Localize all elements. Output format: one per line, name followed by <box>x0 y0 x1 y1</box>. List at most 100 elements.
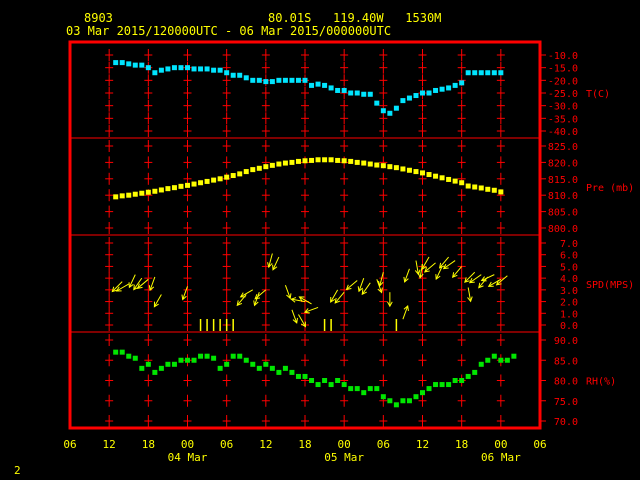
y-tick-label: -20.0 <box>548 76 578 87</box>
wind-arrow-head <box>464 277 470 283</box>
y-tick-label: 820.0 <box>548 158 578 169</box>
wind-arrow-head <box>345 284 352 291</box>
page-number: 2 <box>14 464 21 477</box>
y-tick-label: -35.0 <box>548 114 578 125</box>
humidity-point <box>498 357 504 363</box>
wind-arrow <box>116 283 129 292</box>
humidity-point <box>191 357 197 363</box>
wind-arrow <box>415 260 419 275</box>
pressure-point <box>393 165 399 171</box>
y-tick-label: 80.0 <box>554 377 578 388</box>
humidity-point <box>348 386 354 392</box>
wind-arrow-head <box>495 279 502 286</box>
pressure-point <box>230 173 236 179</box>
humidity-point <box>289 369 295 375</box>
humidity-point <box>309 378 315 383</box>
humidity-point <box>374 386 380 392</box>
temperature-point <box>217 67 223 73</box>
temperature-point <box>393 105 399 111</box>
wind-arrow-head <box>377 287 383 294</box>
pressure-point <box>204 178 210 184</box>
humidity-point <box>126 353 132 359</box>
wind-arrow <box>464 271 476 283</box>
temperature-point <box>485 70 491 76</box>
wind-arrow-head <box>253 300 259 307</box>
temperature-point <box>367 91 373 97</box>
temperature-point <box>446 85 452 91</box>
wind-arrow <box>128 274 136 288</box>
temperature-point <box>498 70 504 76</box>
wind-arrow <box>421 256 430 270</box>
temperature-point <box>113 60 119 66</box>
wind-arrow-head <box>361 289 367 296</box>
wind-arrow <box>298 314 306 327</box>
temperature-point <box>119 60 125 66</box>
wind-arrow-head <box>136 283 143 289</box>
pressure-point <box>237 171 243 177</box>
pressure-point <box>256 165 262 171</box>
humidity-point <box>165 361 171 367</box>
wind-arrow-head <box>236 300 243 307</box>
wind-arrow-head <box>181 294 187 301</box>
temperature-point <box>139 62 145 68</box>
x-tick-label: 12 <box>103 438 116 451</box>
pressure-point <box>413 169 419 175</box>
humidity-point <box>263 361 269 367</box>
pressure-point <box>322 157 328 163</box>
x-tick-label: 06 <box>63 438 76 451</box>
humidity-point <box>413 394 419 400</box>
wind-arrow-head <box>424 267 430 273</box>
y-tick-label: 5.0 <box>560 262 578 273</box>
temperature-point <box>433 87 439 93</box>
pressure-point <box>198 180 204 186</box>
pressure-point <box>171 185 177 191</box>
humidity-point <box>420 390 425 396</box>
humidity-point <box>295 373 301 379</box>
pressure-point <box>295 158 301 164</box>
pressure-point <box>224 174 230 180</box>
wind-arrow-head <box>267 262 273 269</box>
humidity-point <box>256 365 262 371</box>
humidity-point <box>511 353 517 359</box>
y-tick-label: 3.0 <box>560 286 578 297</box>
wind-arrow-head <box>468 277 475 284</box>
wind-arrow-head <box>451 272 458 278</box>
humidity-point <box>400 398 406 404</box>
pressure-point <box>380 163 386 169</box>
wind-arrow-head <box>387 301 393 308</box>
wind-arrow-head <box>467 296 473 303</box>
y-tick-label: -15.0 <box>548 64 578 75</box>
humidity-point <box>504 357 510 363</box>
temperature-point <box>185 65 190 71</box>
humidity-point <box>224 361 230 367</box>
x-tick-label: 18 <box>298 438 311 451</box>
wind-arrow <box>361 282 371 295</box>
humidity-point <box>243 357 249 363</box>
humidity-point <box>361 390 367 396</box>
humidity-point <box>446 382 452 388</box>
y-tick-label: 805.0 <box>548 208 578 219</box>
y-tick-label: 7.0 <box>560 239 578 250</box>
wind-arrow-head <box>153 301 159 308</box>
humidity-point <box>478 361 484 367</box>
wind-arrow <box>402 305 409 320</box>
x-tick-label: 12 <box>416 438 429 451</box>
temperature-point <box>191 66 197 72</box>
pressure-point <box>328 157 334 163</box>
pressure-point <box>478 185 484 191</box>
pressure-point <box>113 194 119 200</box>
temperature-point <box>400 98 406 104</box>
wind-arrow <box>469 274 482 284</box>
y-tick-label: 2.0 <box>560 298 578 309</box>
humidity-point <box>433 382 439 388</box>
pressure-point <box>119 193 125 199</box>
temperature-point <box>420 90 425 96</box>
wind-arrow-head <box>286 293 292 300</box>
panel-label-humidity: RH(%) <box>586 377 616 388</box>
wind-arrow-head <box>334 297 341 304</box>
pressure-point <box>439 175 445 181</box>
wind-arrow-head <box>303 308 310 314</box>
wind-arrow <box>299 296 312 305</box>
humidity-point <box>380 394 386 400</box>
wind-arrow <box>153 294 162 307</box>
